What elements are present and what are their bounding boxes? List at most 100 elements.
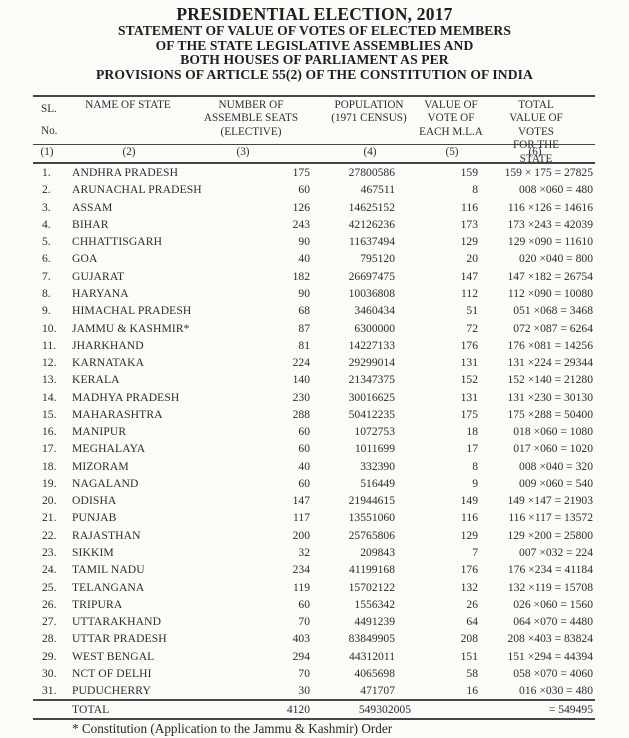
cell-vote-value: 175 <box>460 407 478 421</box>
cell-population: 4065698 <box>354 666 395 680</box>
cell-vote-value: 7 <box>472 545 478 559</box>
cell-state-name: UTTAR PRADESH <box>72 632 167 646</box>
cell-vote-value: 152 <box>460 373 478 387</box>
cell-state-name: RAJASTHAN <box>72 528 141 542</box>
cell-total-value: 064 ×070 = 4480 <box>513 615 593 629</box>
cell-state-name: ARUNACHAL PRADESH <box>72 183 202 197</box>
cell-seats: 60 <box>298 442 310 456</box>
cell-population: 10036808 <box>348 286 395 300</box>
cell-total-value: 116 ×126 = 14616 <box>507 200 593 214</box>
cell-vote-value: 131 <box>460 356 478 370</box>
cell-state-name: ASSAM <box>72 200 113 214</box>
cell-sl-no: 27. <box>42 615 57 629</box>
cell-sl-no: 9. <box>42 304 51 318</box>
cell-state-name: TRIPURA <box>72 597 123 611</box>
cell-state-name: BIHAR <box>72 217 109 231</box>
cell-sl-no: 10. <box>42 321 57 335</box>
table-row: 31. PUDUCHERRY 30 471707 16 016 ×030 = 4… <box>33 682 595 699</box>
cell-vote-value: 173 <box>460 217 478 231</box>
cell-population: 6300000 <box>354 321 395 335</box>
cell-sl-no: 1. <box>42 166 51 180</box>
cell-state-name: MIZORAM <box>72 459 129 473</box>
cell-total-value: 007 ×032 = 224 <box>519 545 593 559</box>
cell-state-name: CHHATTISGARH <box>72 235 163 249</box>
document-title-block: PRESIDENTIAL ELECTION, 2017 STATEMENT OF… <box>0 0 629 82</box>
column-number-3: (3) <box>236 146 250 158</box>
votes-table: SL. No. NAME OF STATE NUMBER OF ASSEMBLE… <box>33 95 595 721</box>
cell-seats: 87 <box>298 321 310 335</box>
cell-state-name: ANDHRA PRADESH <box>72 166 179 180</box>
cell-sl-no: 2. <box>42 183 51 197</box>
cell-total-value: 116 ×117 = 13572 <box>508 511 593 525</box>
cell-seats: 40 <box>298 459 310 473</box>
footnote: * Constitution (Application to the Jammu… <box>72 721 393 736</box>
cell-vote-value: 151 <box>460 649 478 663</box>
cell-total-value: 208 ×403 = 83824 <box>507 632 593 646</box>
cell-state-name: MEGHALAYA <box>72 442 146 456</box>
table-row: 20. ODISHA 147 21944615 149 149 ×147 = 2… <box>33 492 595 509</box>
cell-population: 795120 <box>360 252 395 266</box>
cell-state-name: PUDUCHERRY <box>72 684 151 698</box>
page-subtitle-line-4: PROVISIONS OF ARTICLE 55(2) OF THE CONST… <box>96 66 533 82</box>
cell-vote-value: 18 <box>466 425 478 439</box>
cell-state-name: UTTARAKHAND <box>72 615 162 629</box>
cell-sl-no: 19. <box>42 476 57 490</box>
cell-sl-no: 24. <box>42 563 57 577</box>
cell-population: 15702122 <box>348 580 395 594</box>
cell-total-value: 175 ×288 = 50400 <box>507 407 593 421</box>
cell-vote-value: 26 <box>466 597 478 611</box>
cell-population: 21944615 <box>348 494 395 508</box>
cell-population: 83849905 <box>348 632 395 646</box>
cell-sl-no: 25. <box>42 580 57 594</box>
cell-seats: 117 <box>293 511 310 525</box>
cell-vote-value: 129 <box>460 528 478 542</box>
cell-seats: 119 <box>293 580 310 594</box>
cell-vote-value: 132 <box>460 580 478 594</box>
cell-vote-value: 159 <box>460 166 478 180</box>
cell-population: 42126236 <box>348 217 395 231</box>
cell-population: 332390 <box>360 459 395 473</box>
cell-state-name: NAGALAND <box>72 476 139 490</box>
cell-state-name: MANIPUR <box>72 425 127 439</box>
cell-population: 29299014 <box>348 356 395 370</box>
cell-seats: 60 <box>298 476 310 490</box>
cell-total-value: 020 ×040 = 800 <box>519 252 593 266</box>
cell-seats: 182 <box>292 269 310 283</box>
page-subtitle-line-1: STATEMENT OF VALUE OF VOTES OF ELECTED M… <box>118 23 511 38</box>
cell-sl-no: 7. <box>42 269 51 283</box>
cell-sl-no: 26. <box>42 597 57 611</box>
cell-seats: 147 <box>292 494 310 508</box>
table-row: 22. RAJASTHAN 200 25765806 129 129 ×200 … <box>33 527 595 544</box>
cell-total-value: 151 ×294 = 44394 <box>507 649 593 663</box>
cell-total-value: 159 × 175 = 27825 <box>504 166 593 180</box>
table-row: 2. ARUNACHAL PRADESH 60 467511 8 008 ×06… <box>33 181 595 198</box>
cell-population: 14227133 <box>348 338 395 352</box>
cell-population: 1011699 <box>354 442 395 456</box>
cell-sl-no: 13. <box>42 373 57 387</box>
column-number-2: (2) <box>122 146 136 158</box>
cell-state-name: ODISHA <box>72 494 117 508</box>
cell-sl-no: 23. <box>42 545 57 559</box>
cell-total-value: 132 ×119 = 15708 <box>507 580 593 594</box>
cell-vote-value: 116 <box>461 200 478 214</box>
cell-sl-no: 8. <box>42 286 51 300</box>
cell-sl-no: 22. <box>42 528 57 542</box>
cell-vote-value: 8 <box>472 183 478 197</box>
cell-state-name: HARYANA <box>72 286 129 300</box>
total-cell-total-value: = 549495 <box>548 703 593 717</box>
page-subtitle-line-3: BOTH HOUSES OF PARLIAMENT AS PER <box>180 52 449 68</box>
cell-seats: 32 <box>298 545 310 559</box>
cell-total-value: 009 ×060 = 540 <box>519 476 593 490</box>
cell-sl-no: 14. <box>42 390 57 404</box>
total-label: TOTAL <box>72 703 110 717</box>
cell-population: 4491239 <box>354 615 395 629</box>
cell-vote-value: 17 <box>466 442 478 456</box>
table-row: 17. MEGHALAYA 60 1011699 17 017 ×060 = 1… <box>33 440 595 457</box>
cell-vote-value: 176 <box>460 338 478 352</box>
cell-state-name: TAMIL NADU <box>72 563 145 577</box>
cell-total-value: 173 ×243 = 42039 <box>507 217 593 231</box>
cell-vote-value: 9 <box>472 476 478 490</box>
page-title: PRESIDENTIAL ELECTION, 2017 <box>176 4 453 24</box>
cell-state-name: MAHARASHTRA <box>72 407 163 421</box>
